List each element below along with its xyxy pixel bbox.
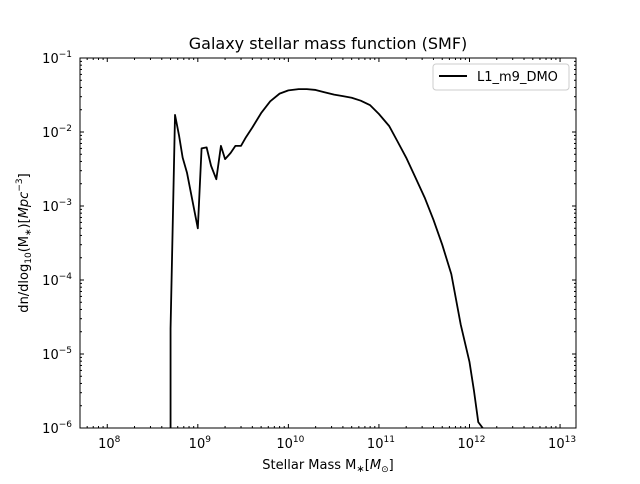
y-axis-ticks: 10−6 10−5 10−4 10−3 10−2 10−1 [42, 50, 576, 437]
y-tick-label: 10−3 [42, 198, 72, 215]
x-tick-label: 1013 [548, 435, 576, 452]
y-tick-label: 10−6 [42, 420, 72, 437]
y-tick-label: 10−1 [42, 50, 72, 67]
y-tick-label: 10−5 [42, 346, 72, 363]
legend: L1_m9_DMO [432, 63, 570, 91]
x-tick-label: 109 [189, 435, 212, 452]
plot-frame [79, 57, 577, 429]
y-tick-label: 10−4 [42, 272, 72, 289]
series-line [169, 88, 484, 428]
y-axis-label: dn/dlog10(M∗)[Mpc−3] [15, 173, 34, 312]
x-axis-ticks: 108 109 1010 1011 1012 1013 [79, 58, 576, 452]
x-tick-label: 1012 [457, 435, 485, 452]
y-tick-label: 10−2 [42, 124, 72, 141]
x-axis-label: Stellar Mass M∗[M⊙] [262, 458, 393, 475]
x-tick-label: 108 [98, 435, 121, 452]
x-tick-label: 1011 [367, 435, 395, 452]
legend-box [432, 63, 570, 91]
chart-title: Galaxy stellar mass function (SMF) [189, 34, 468, 53]
legend-label: L1_m9_DMO [477, 70, 558, 85]
x-tick-label: 1010 [276, 435, 304, 452]
